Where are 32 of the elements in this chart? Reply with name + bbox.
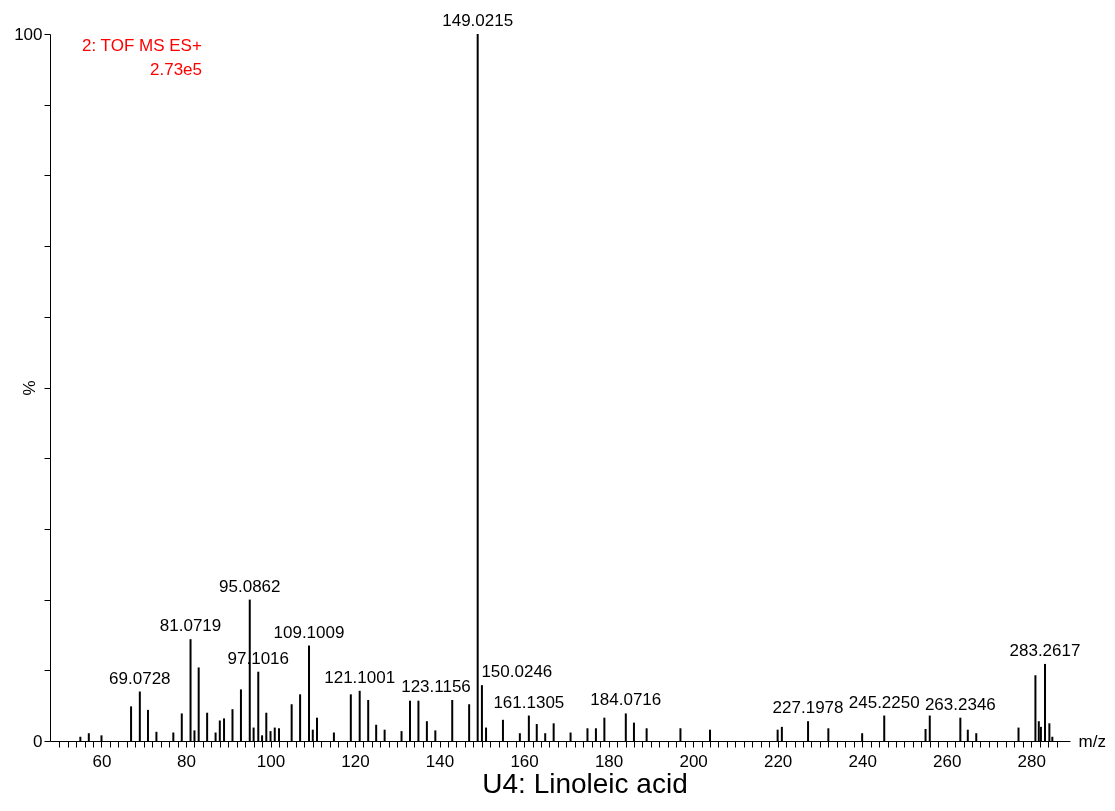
y-axis-title: % (19, 380, 39, 396)
annotation: 150.0246 (481, 662, 553, 682)
annotation: 2: TOF MS ES+ (82, 36, 202, 55)
x-tick-label: 160 (510, 751, 539, 771)
annotation: 263.2346 (924, 694, 996, 714)
y-tick-label: 0 (33, 731, 43, 751)
x-tick-label: 280 (1017, 751, 1046, 771)
annotation: 123.1156 (401, 676, 471, 696)
x-axis-title: m/z (1078, 731, 1106, 751)
x-tick-label: 240 (848, 751, 877, 771)
x-tick-label: 120 (341, 751, 370, 771)
annotation: 95.0862 (219, 576, 281, 596)
x-tick-label: 80 (177, 751, 196, 771)
annotation: 283.2617 (1009, 640, 1081, 660)
x-tick-label: 60 (92, 751, 112, 771)
x-tick-label: 200 (679, 751, 708, 771)
annotation: 69.0728 (109, 668, 171, 688)
annotation: 245.2250 (848, 692, 920, 712)
x-tick-label: 180 (594, 751, 624, 771)
annotation: 121.1001 (324, 667, 396, 687)
x-tick-label: 220 (763, 751, 793, 771)
annotation: 184.0716 (590, 690, 662, 710)
annotation: 81.0719 (159, 616, 222, 636)
annotation: 149.0215 (442, 11, 514, 30)
annotation: 227.1978 (772, 698, 844, 718)
annotation: 2.73e5 (150, 60, 202, 79)
x-tick-label: 140 (425, 751, 455, 771)
x-tick-label: 100 (256, 751, 286, 771)
x-tick-label: 260 (932, 751, 962, 771)
annotation: 109.1009 (273, 622, 345, 642)
text: U4: Linoleic acid (482, 768, 688, 799)
annotation: 161.1305 (493, 692, 565, 712)
